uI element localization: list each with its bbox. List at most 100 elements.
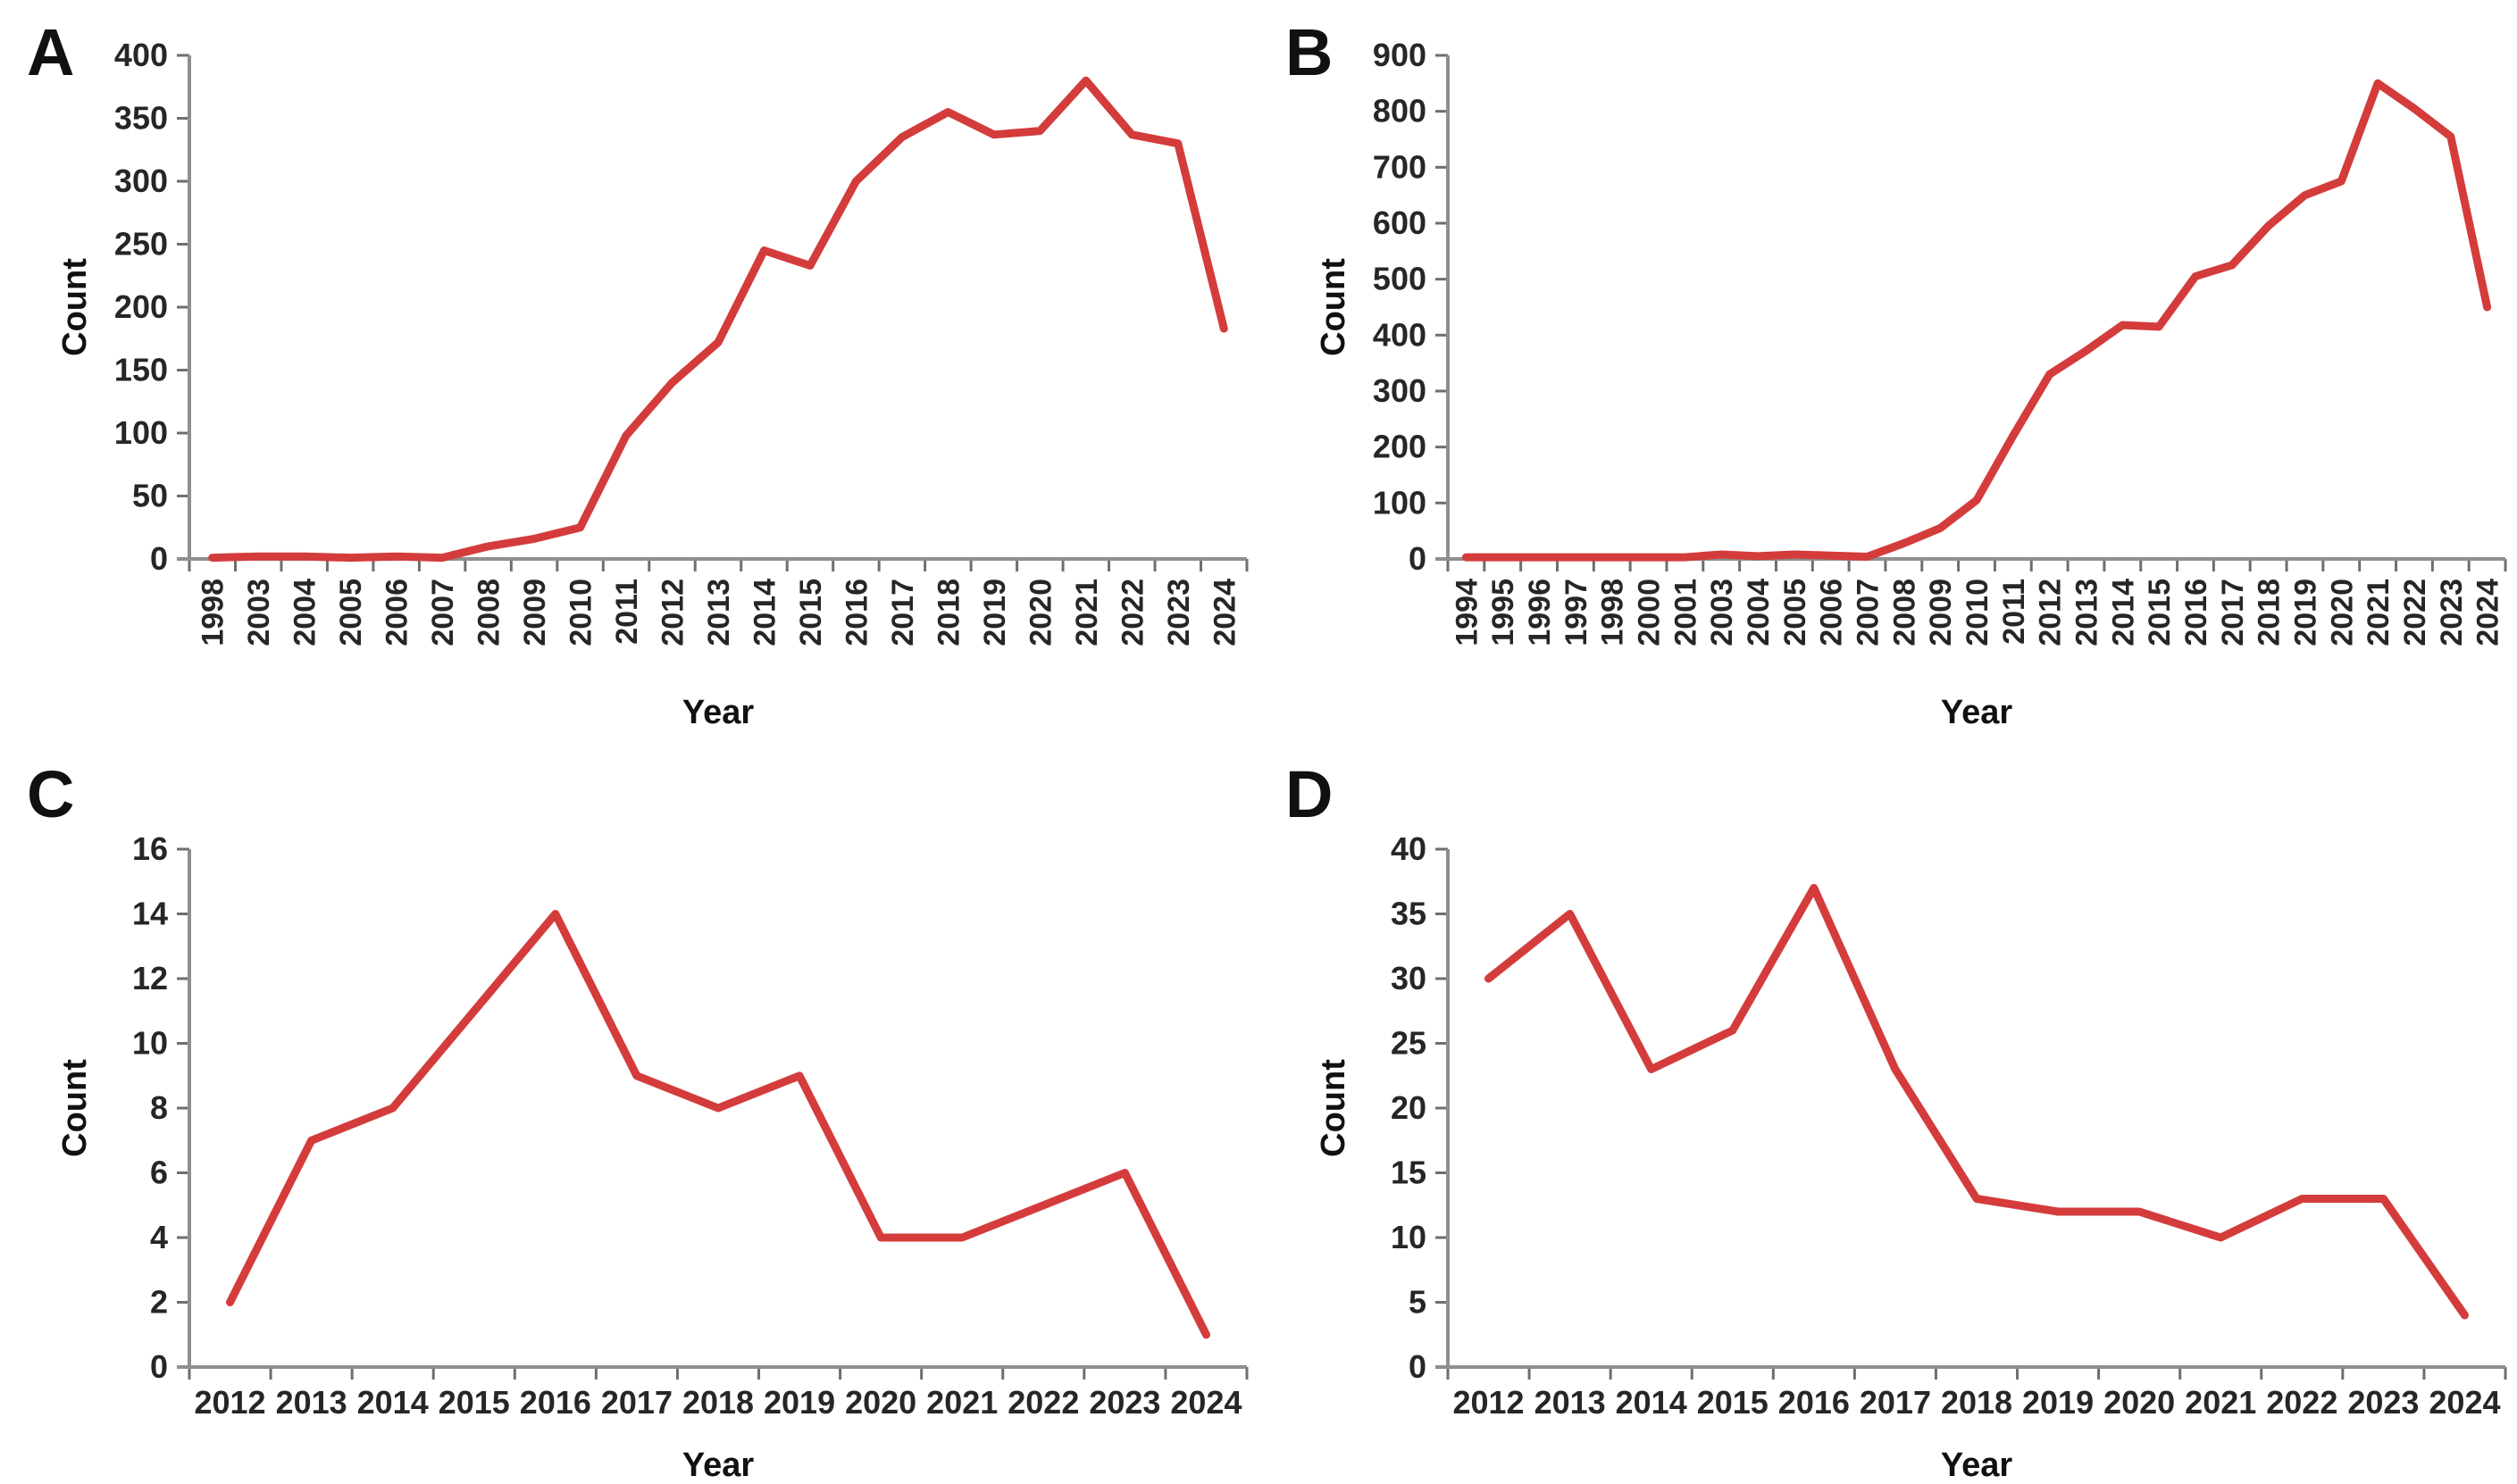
x-axis-tick-label: 2005	[1778, 579, 1812, 646]
panel-c: 0 2 4 6 8 10 12 14 16 2012 2013 2014 2015 2016 2017 201…	[0, 742, 1258, 1484]
x-axis-tick-label: 2000	[1633, 579, 1667, 646]
y-axis-tick-label: 300	[1373, 372, 1426, 409]
x-axis-tick-label: 2023	[1162, 579, 1196, 646]
y-axis-tick-label: 700	[1373, 148, 1426, 185]
y-axis-title: Count	[1315, 1059, 1352, 1157]
x-axis-tick-label: 2009	[518, 579, 552, 646]
x-axis-tick-label: 2015	[1697, 1384, 1769, 1421]
y-axis-tick-label: 25	[1391, 1025, 1426, 1062]
x-axis-tick-label: 2005	[334, 579, 368, 646]
y-axis-tick-label: 16	[132, 830, 168, 867]
y-axis-tick-label: 500	[1373, 261, 1426, 297]
x-axis-tick-label: 2008	[1887, 579, 1921, 646]
x-axis-tick-label: 2012	[2034, 579, 2068, 646]
x-axis-tick-label: 1994	[1450, 579, 1484, 646]
chart-b-plot: 0 100 200 300 400 500 600 700 800 900 1994 1995 1996…	[1315, 37, 2507, 731]
y-axis-tick-label: 150	[114, 352, 168, 388]
x-axis-tick-label: 2020	[2325, 579, 2359, 646]
x-axis-tick-label: 1998	[1596, 579, 1630, 646]
y-axis-tick-label: 40	[1391, 830, 1426, 867]
x-axis-tick-label: 2012	[1452, 1384, 1524, 1421]
x-axis-tick-label: 2013	[702, 579, 736, 646]
panel-b-letter: B	[1285, 15, 1334, 89]
y-axis-tick-label: 8	[150, 1089, 168, 1126]
x-axis-tick-label: 2023	[1089, 1384, 1160, 1421]
x-axis-tick-label: 2017	[601, 1384, 673, 1421]
panel-d: 0 5 10 15 20 25 30 35 40 2012 2013 2014 2015 2016 2017…	[1258, 742, 2517, 1484]
x-axis-tick-label: 2021	[926, 1384, 998, 1421]
x-axis-tick-label: 2024	[1208, 579, 1242, 646]
y-axis-tick-label: 300	[114, 163, 168, 199]
y-axis-tick-label: 200	[1373, 429, 1426, 465]
x-axis-title: Year	[682, 694, 755, 731]
x-axis-tick-label: 2006	[380, 579, 414, 646]
x-axis-tick-label: 2012	[194, 1384, 265, 1421]
x-axis-tick-label: 2017	[2216, 579, 2250, 646]
panel-a: 0 50 100 150 200 250 300 350 400 1998 2003 2004 2005…	[0, 0, 1258, 742]
x-axis-tick-label: 2019	[764, 1384, 835, 1421]
y-axis-tick-label: 2	[150, 1284, 168, 1321]
x-axis-tick-label: 1998	[197, 579, 230, 646]
series-line	[226, 910, 1210, 1339]
y-axis-title: Count	[56, 1059, 94, 1157]
x-axis-tick-label: 2022	[1008, 1384, 1079, 1421]
x-axis-tick-label: 2015	[794, 579, 828, 646]
x-axis-tick-label: 2011	[610, 579, 644, 645]
x-axis-tick-label: 2007	[426, 579, 460, 646]
y-axis-tick-label: 4	[150, 1219, 168, 1255]
x-axis-tick-label: 2014	[357, 1384, 429, 1421]
x-axis-tick-label: 2013	[1534, 1384, 1606, 1421]
x-axis-tick-label: 2013	[2070, 579, 2103, 646]
x-axis-tick-label: 2011	[1997, 579, 2031, 645]
x-axis-tick-label: 2007	[1852, 579, 1886, 646]
x-axis-tick-label: 2008	[472, 579, 506, 646]
x-axis-tick-label: 2017	[886, 579, 920, 646]
y-axis-tick-label: 6	[150, 1155, 168, 1191]
y-axis-tick-label: 900	[1373, 37, 1426, 73]
series-line	[208, 76, 1228, 563]
x-axis-tick-label: 2017	[1860, 1384, 1931, 1421]
y-axis-tick-label: 12	[132, 960, 168, 996]
y-axis-tick-label: 30	[1391, 960, 1426, 996]
y-axis-tick-label: 15	[1391, 1155, 1426, 1191]
x-axis-tick-label: 2015	[2143, 579, 2177, 646]
y-axis-tick-label: 0	[1409, 540, 1426, 577]
y-axis-tick-label: 600	[1373, 204, 1426, 241]
x-axis-tick-label: 2018	[2253, 579, 2287, 646]
x-axis-tick-label: 2014	[2106, 579, 2140, 646]
x-axis-tick-label: 2022	[2266, 1384, 2337, 1421]
x-axis-tick-label: 2015	[439, 1384, 510, 1421]
x-axis-tick-label: 2024	[2471, 579, 2505, 646]
y-axis-tick-label: 350	[114, 100, 168, 137]
x-axis-tick-label: 2019	[2022, 1384, 2094, 1421]
x-axis-tick-label: 1995	[1486, 579, 1520, 646]
panel-d-letter: D	[1285, 757, 1334, 831]
y-axis-tick-label: 50	[132, 478, 168, 514]
x-axis-title: Year	[1941, 1446, 2013, 1484]
y-axis-tick-label: 800	[1373, 93, 1426, 129]
panel-a-letter: A	[27, 15, 75, 89]
x-axis-tick-label: 2003	[1705, 579, 1739, 646]
y-axis-tick-label: 0	[1409, 1348, 1426, 1385]
x-axis-tick-label: 2022	[2398, 579, 2432, 646]
x-axis-tick-label: 2019	[2288, 579, 2322, 646]
x-axis-tick-label: 2016	[1778, 1384, 1850, 1421]
x-axis-tick-label: 2022	[1116, 579, 1150, 646]
x-axis-tick-label: 2018	[1941, 1384, 2012, 1421]
y-axis-tick-label: 14	[132, 896, 168, 932]
x-axis-tick-label: 2016	[520, 1384, 591, 1421]
x-axis-tick-label: 2021	[2362, 579, 2396, 646]
y-axis-tick-label: 10	[1391, 1219, 1426, 1255]
x-axis-tick-label: 2023	[2435, 579, 2469, 646]
y-axis-tick-label: 400	[1373, 316, 1426, 353]
panel-b: 0 100 200 300 400 500 600 700 800 900 1994 1995 1996…	[1258, 0, 2517, 742]
x-axis-tick-label: 2024	[2429, 1384, 2500, 1421]
x-axis-tick-label: 2001	[1668, 579, 1702, 646]
y-axis-tick-label: 200	[114, 288, 168, 325]
y-axis-tick-label: 20	[1391, 1089, 1426, 1126]
x-axis-tick-label: 2020	[1024, 579, 1058, 646]
x-axis-tick-label: 2014	[1616, 1384, 1687, 1421]
x-axis-tick-label: 2021	[1070, 579, 1104, 646]
